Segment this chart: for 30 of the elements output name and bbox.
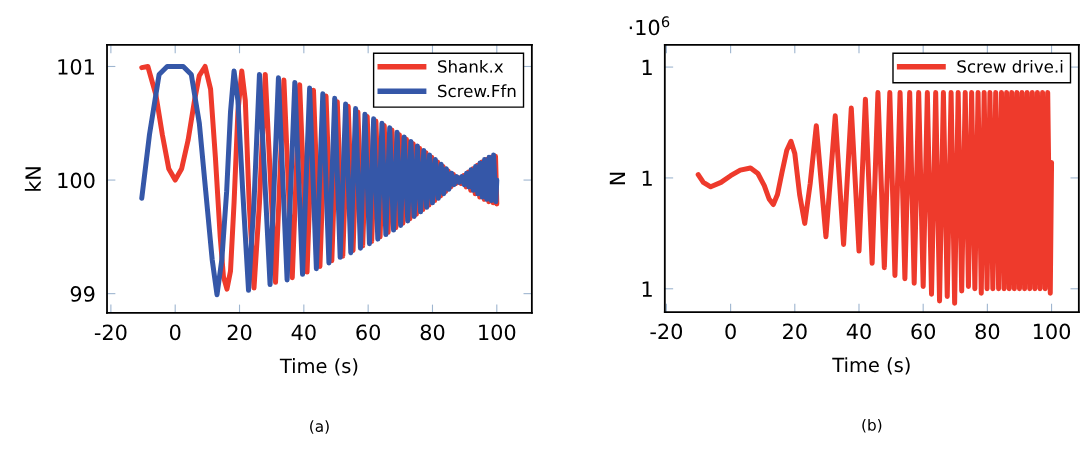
y-axis-title: kN (24, 167, 41, 191)
legend-label: Shank.x (438, 59, 504, 73)
legend-label: Screw drive.i (957, 59, 1063, 73)
y-tick-label: 1 (642, 281, 652, 297)
x-tick-label: 20 (227, 324, 252, 341)
x-tick-label: 60 (911, 323, 936, 340)
x-tick-label: -20 (94, 324, 127, 341)
x-tick-label: 100 (1033, 323, 1071, 340)
x-axis-title: Time (s) (832, 357, 910, 375)
x-tick-label: 80 (975, 323, 1000, 340)
x-tick-label: 0 (169, 324, 181, 341)
legend-label: Screw.Ffn (438, 84, 516, 98)
y-tick-label: 99 (70, 286, 95, 302)
x-tick-label: 40 (291, 324, 316, 341)
text: (b) (862, 418, 882, 433)
x-tick-label: 60 (356, 324, 381, 341)
x-tick-label: 40 (846, 323, 871, 340)
x-tick-label: 20 (783, 323, 807, 340)
x-tick-label: 80 (420, 324, 445, 341)
text: (a) (310, 420, 329, 434)
y-tick-label: 1 (642, 170, 652, 186)
x-tick-label: 100 (479, 324, 516, 341)
y-tick-label: 1 (642, 59, 652, 75)
text: ·10$^{6}$ (629, 16, 670, 36)
x-tick-label: 0 (725, 323, 736, 340)
x-tick-label: -20 (650, 323, 683, 340)
y-axis-title: N (609, 172, 625, 185)
x-axis-title: Time (s) (279, 358, 358, 376)
y-tick-label: 101 (58, 58, 94, 75)
y-tick-label: 100 (58, 172, 95, 189)
